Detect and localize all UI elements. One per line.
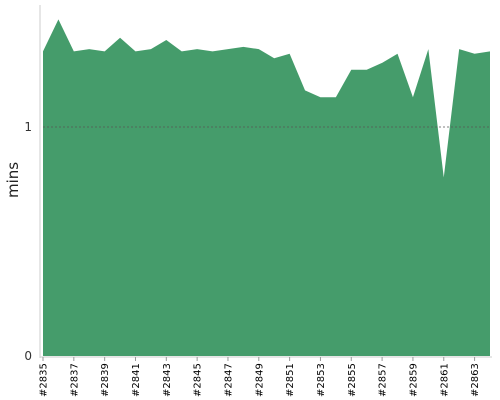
x-tick-label: #2853 — [316, 363, 327, 397]
x-tick-label: #2841 — [131, 363, 142, 397]
x-tick-label: #2845 — [193, 363, 204, 397]
x-tick-label: #2843 — [162, 363, 173, 397]
x-axis: #2835 #2837 #2839 #2841 #2843 #2845 #2847 #2849… — [39, 356, 492, 397]
x-tick-label: #2847 — [223, 363, 234, 397]
x-tick-label: #2861 — [439, 363, 450, 397]
y-tick-label: 1 — [24, 120, 32, 134]
y-axis: 01 — [24, 5, 41, 363]
y-tick-label: 0 — [24, 349, 32, 363]
x-tick-label: #2849 — [254, 363, 265, 397]
x-tick-label: #2835 — [39, 363, 50, 397]
x-tick-label: #2859 — [408, 363, 419, 397]
x-tick-label: #2855 — [347, 363, 358, 397]
x-tick-label: #2839 — [100, 363, 111, 397]
plot-area — [43, 19, 490, 357]
y-axis-label: mins — [4, 162, 22, 198]
x-tick-label: #2857 — [378, 363, 389, 397]
x-tick-label: #2863 — [470, 363, 481, 397]
x-tick-label: #2837 — [69, 363, 80, 397]
area-series-0 — [43, 19, 490, 357]
x-tick-label: #2851 — [285, 363, 296, 397]
